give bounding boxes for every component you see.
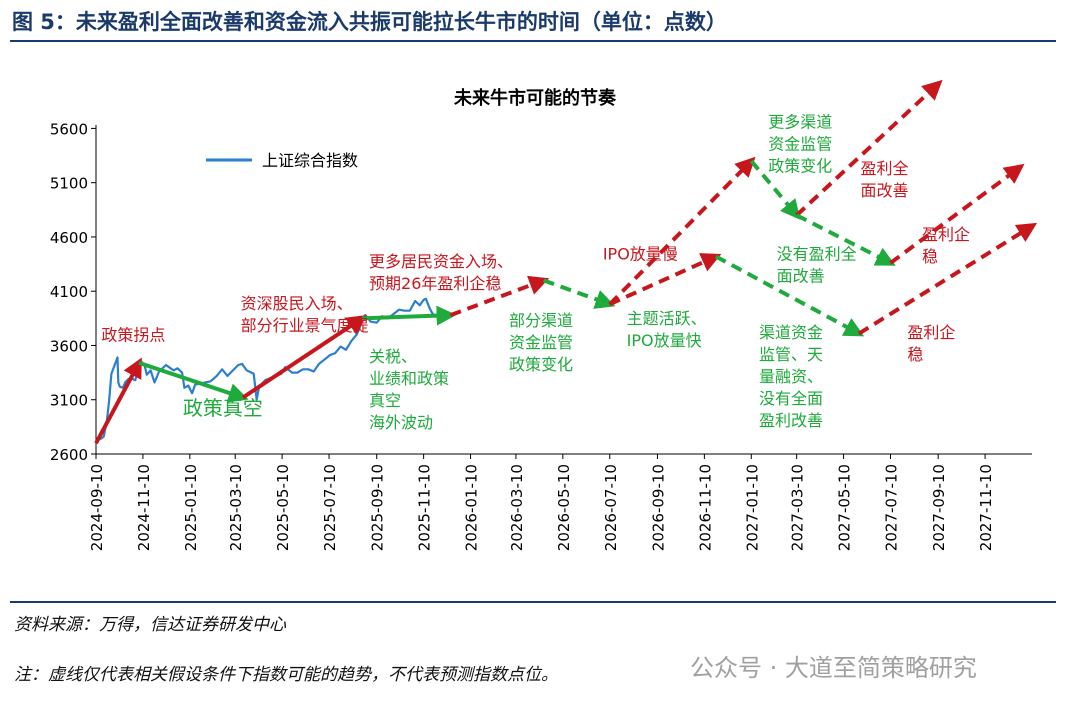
annotation-line: 更多渠道	[768, 112, 832, 131]
x-tick-label: 2025-01-10	[182, 464, 200, 551]
annotation-line: 面改善	[860, 181, 908, 200]
annotation-line: 政策拐点	[101, 326, 165, 345]
annotation-line: 真空	[369, 391, 401, 410]
disclaimer-note: 注：虚线仅代表相关假设条件下指数可能的趋势，不代表预测指数点位。	[14, 665, 558, 685]
watermark: 公众号 · 大道至简策略研究	[690, 654, 977, 682]
x-tick-label: 2025-03-10	[227, 464, 245, 551]
annotation: 主题活跃、 IPO放量快	[627, 309, 707, 350]
trend-arrow-solid-red	[94, 357, 142, 445]
x-tick-label: 2026-01-10	[463, 464, 481, 551]
annotation: IPO放量慢	[603, 245, 678, 264]
x-tick-label: 2026-05-10	[555, 464, 573, 551]
trend-arrow-dashed-red	[608, 253, 722, 307]
legend-label: 上证综合指数	[262, 151, 358, 170]
x-tick-label: 2026-03-10	[508, 464, 526, 551]
annotation-line: 盈利改善	[759, 411, 823, 430]
annotation-line: 政策真空	[183, 396, 263, 420]
trend-arrow-dashed-red	[449, 275, 550, 317]
x-tick-label: 2025-07-10	[321, 464, 339, 551]
x-tick-label: 2027-03-10	[789, 464, 807, 551]
y-tick-label: 2600	[50, 446, 88, 464]
trend-arrow-solid-red	[241, 315, 368, 400]
x-tick-label: 2026-09-10	[649, 464, 667, 551]
annotation-line: 资金监管	[509, 333, 573, 352]
x-tick-label: 2027-05-10	[836, 464, 854, 551]
y-tick-label: 5600	[50, 120, 88, 138]
trend-arrow-dashed-red	[857, 222, 1038, 336]
chart-canvas: 未来牛市可能的节奏 2600 3100 3600 4100 4600 5100 5600 20…	[50, 79, 1038, 551]
annotation-line: 预期26年盈利企稳	[369, 274, 501, 293]
x-tick-label: 2025-05-10	[274, 464, 292, 551]
annotation-line: 面改善	[777, 267, 825, 286]
annotation-line: 关税、	[369, 347, 417, 366]
trend-arrow-solid-green	[138, 360, 249, 403]
x-tick-label: 2025-11-10	[416, 464, 434, 551]
x-tick-label: 2027-07-10	[882, 464, 900, 551]
annotation: 资深股民入场、部分行业景气度提	[241, 294, 369, 335]
trend-arrow-dashed-green	[749, 159, 801, 220]
annotation: 盈利企稳	[907, 323, 955, 364]
annotation-line: 渠道资金	[759, 323, 823, 342]
annotation: 盈利企稳	[922, 225, 970, 266]
x-tick-label: 2027-11-10	[977, 464, 995, 551]
x-tick-label: 2024-11-10	[135, 464, 153, 551]
annotation-line: 业绩和政策	[369, 369, 449, 388]
annotation: 更多居民资金入场、预期26年盈利企稳	[369, 252, 513, 293]
annotation: 政策真空	[183, 396, 263, 420]
annotation-line: 量融资、	[759, 367, 823, 386]
annotation-line: 没有全面	[759, 389, 823, 408]
trend-arrow-dashed-green	[542, 278, 616, 309]
y-tick-label: 4100	[50, 283, 88, 301]
annotation-line: 盈利全	[860, 159, 908, 178]
annotation-line: 监管、天	[759, 345, 823, 364]
chart-title: 未来牛市可能的节奏	[454, 87, 617, 109]
annotation-line: 盈利企	[922, 225, 970, 244]
trend-arrow-solid-green	[362, 305, 457, 326]
y-tick-label: 5100	[50, 175, 88, 193]
annotation-line: 更多居民资金入场、	[369, 252, 513, 271]
y-tick-label: 4600	[50, 229, 88, 247]
x-tick-label: 2024-09-10	[88, 464, 106, 551]
annotation-line: 政策变化	[768, 156, 832, 175]
trend-arrow-dashed-red	[608, 156, 756, 306]
x-tick-label: 2026-07-10	[602, 464, 620, 551]
annotation-line: 部分行业景气度提	[241, 316, 369, 335]
annotation: 盈利全面改善	[860, 159, 908, 200]
annotation-line: 资金监管	[768, 134, 832, 153]
annotation-line: 部分渠道	[509, 311, 573, 330]
annotation-line: 资深股民入场、	[241, 294, 353, 313]
x-tick-label: 2027-09-10	[930, 464, 948, 551]
source-note: 资料来源：万得，信达证券研发中心	[14, 615, 286, 635]
y-tick-label: 3600	[50, 337, 88, 355]
trend-arrow-dashed-red	[889, 163, 1025, 265]
annotation-line: 海外波动	[369, 413, 433, 432]
source-rule	[10, 601, 1056, 603]
annotation-line: IPO放量慢	[603, 245, 678, 264]
annotation: 政策拐点	[101, 326, 165, 345]
annotation-line: 盈利企	[907, 323, 955, 342]
annotation-line: 政策变化	[509, 355, 573, 374]
annotation-line: 主题活跃、	[627, 309, 707, 328]
figure-title: 图 5：未来盈利全面改善和资金流入共振可能拉长牛市的时间（单位：点数）	[12, 10, 727, 34]
y-tick-label: 3100	[50, 392, 88, 410]
trend-arrow-dashed-red	[795, 79, 943, 217]
x-tick-label: 2026-11-10	[696, 464, 714, 551]
x-tick-label: 2027-01-10	[743, 464, 761, 551]
trend-arrow-dashed-green	[714, 254, 865, 337]
annotation-line: 稳	[922, 247, 938, 266]
x-tick-label: 2025-09-10	[369, 464, 387, 551]
title-rule	[10, 40, 1056, 42]
annotation-line: IPO放量快	[627, 331, 702, 350]
annotation-line: 稳	[907, 345, 923, 364]
annotation-line: 没有盈利全	[777, 245, 857, 264]
